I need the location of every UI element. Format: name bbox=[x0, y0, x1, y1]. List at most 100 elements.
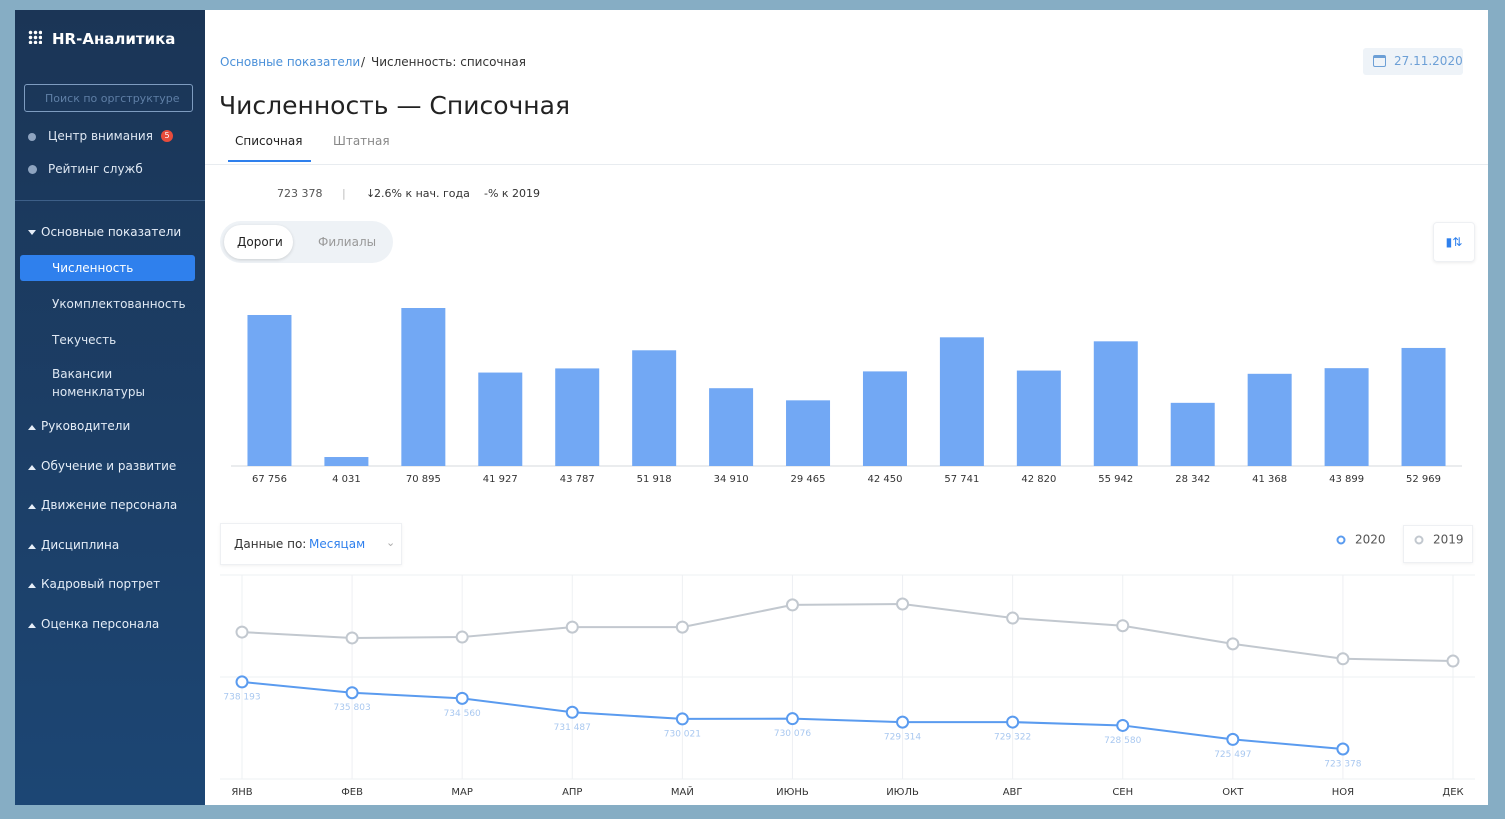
point bbox=[455, 630, 469, 644]
chart-type-button[interactable]: ▮⇅ bbox=[1433, 222, 1475, 262]
stat: 2.6% к нач. года bbox=[374, 187, 470, 200]
x-tick-label: МАЙ bbox=[671, 785, 694, 798]
menu-group[interactable]: Дисциплина bbox=[27, 538, 120, 552]
tab[interactable]: Штатная bbox=[333, 134, 390, 148]
active-item-bg bbox=[20, 255, 195, 281]
menu-subitem[interactable]: Текучесть bbox=[52, 333, 117, 347]
value-label: 52 969 bbox=[1406, 474, 1441, 485]
menu-group[interactable]: Оценка персонала bbox=[27, 617, 160, 631]
bar bbox=[1324, 368, 1369, 466]
tab-underline bbox=[228, 160, 311, 162]
x-tick-label: АПР bbox=[562, 787, 582, 798]
point bbox=[785, 712, 799, 726]
toggle: Дороги Филиалы bbox=[220, 221, 393, 263]
bar bbox=[862, 371, 907, 466]
bar bbox=[1247, 373, 1292, 466]
point bbox=[235, 675, 249, 689]
bar bbox=[1401, 347, 1446, 466]
calendar-icon bbox=[1373, 55, 1386, 67]
legend-box bbox=[1403, 525, 1473, 563]
menu-group[interactable]: Обучение и развитие bbox=[27, 459, 177, 473]
value-label: 34 910 bbox=[714, 474, 749, 485]
legend-marker bbox=[1336, 535, 1346, 545]
search-placeholder: Поиск по оргструктуре bbox=[45, 92, 180, 105]
chevron: ⌄ bbox=[386, 536, 396, 549]
point bbox=[1336, 742, 1350, 756]
menu-group[interactable]: Движение персонала bbox=[27, 498, 178, 512]
value-label: 723 378 bbox=[1324, 760, 1361, 770]
badge: 5 bbox=[161, 130, 173, 142]
filter-dropdown[interactable]: Данные по: Месяцам ⌄ bbox=[220, 523, 402, 565]
value-label: 730 021 bbox=[664, 729, 701, 739]
tab[interactable]: Списочная bbox=[235, 134, 303, 148]
legend-label: 2019 bbox=[1433, 533, 1464, 547]
value-label: 725 497 bbox=[1214, 750, 1251, 760]
point bbox=[1446, 654, 1460, 668]
breadcrumb-link[interactable]: Основные показатели bbox=[220, 55, 361, 69]
point bbox=[675, 712, 689, 726]
toggle-option[interactable]: Филиалы bbox=[318, 235, 377, 249]
value-label: 29 465 bbox=[791, 474, 826, 485]
toggle-active bbox=[224, 225, 293, 259]
point bbox=[455, 691, 469, 705]
date: 27.11.2020 bbox=[1394, 54, 1463, 68]
x-tick-label: СЕН bbox=[1112, 787, 1133, 798]
bar bbox=[786, 400, 831, 466]
value-label: 70 895 bbox=[406, 474, 441, 485]
legend-marker bbox=[1414, 535, 1424, 545]
legend-label: 2020 bbox=[1355, 533, 1386, 547]
x-tick-label: ОКТ bbox=[1222, 787, 1244, 798]
menu-group[interactable]: Руководители bbox=[27, 419, 131, 433]
stat-sep: | bbox=[342, 187, 346, 200]
x-tick-label: ДЕК bbox=[1442, 787, 1463, 798]
point bbox=[235, 625, 249, 639]
value-label: 738 193 bbox=[223, 692, 260, 702]
menu-group[interactable]: Кадровый портрет bbox=[27, 577, 161, 591]
point bbox=[565, 705, 579, 719]
series-line bbox=[241, 602, 1454, 663]
value-label: 42 820 bbox=[1021, 474, 1056, 485]
menu-subitem[interactable]: Укомплектованность bbox=[52, 297, 186, 311]
value-label: 728 580 bbox=[1104, 736, 1141, 746]
bar bbox=[1170, 402, 1215, 466]
menu-group[interactable]: Основные показатели bbox=[27, 225, 182, 239]
point bbox=[565, 620, 579, 634]
point bbox=[1006, 611, 1020, 625]
x-tick-label: ИЮНЬ bbox=[776, 787, 809, 798]
x-tick-label: ФЕВ bbox=[341, 787, 363, 798]
toggle-option[interactable]: Дороги bbox=[237, 235, 283, 249]
point bbox=[785, 598, 799, 612]
sidebar: HR-Аналитика Поиск по оргструктуре Центр… bbox=[15, 10, 205, 805]
menu-item[interactable]: Центр внимания bbox=[48, 129, 153, 143]
value-label: 731 487 bbox=[554, 723, 591, 733]
apps-icon[interactable] bbox=[28, 30, 42, 44]
value-label: 729 322 bbox=[994, 733, 1031, 743]
bar bbox=[1093, 341, 1138, 466]
value-label: 41 368 bbox=[1252, 474, 1287, 485]
point bbox=[1226, 732, 1240, 746]
divider bbox=[205, 164, 1488, 165]
x-tick-label: АВГ bbox=[1003, 787, 1023, 798]
bar bbox=[1016, 370, 1061, 466]
menu-subitem[interactable]: Вакансии номенклатуры bbox=[52, 367, 145, 399]
value-label: 57 741 bbox=[944, 474, 979, 485]
date-picker[interactable]: 27.11.2020 bbox=[1363, 48, 1463, 75]
stat: -% к 2019 bbox=[484, 187, 541, 200]
point bbox=[345, 686, 359, 700]
point bbox=[345, 631, 359, 645]
value-label: 55 942 bbox=[1098, 474, 1133, 485]
value-label: 51 918 bbox=[637, 474, 672, 485]
menu-item[interactable]: Рейтинг служб bbox=[48, 162, 143, 176]
app-title: HR-Аналитика bbox=[52, 30, 176, 48]
menu-subitem[interactable]: Численность bbox=[52, 261, 134, 275]
search-box[interactable]: Поиск по оргструктуре bbox=[24, 84, 193, 112]
stat: 723 378 bbox=[277, 187, 323, 200]
value-label: 67 756 bbox=[252, 474, 287, 485]
bar bbox=[939, 337, 984, 466]
arrow-icon: ↓ bbox=[366, 187, 376, 200]
x-tick-label: НОЯ bbox=[1332, 787, 1354, 798]
point bbox=[896, 715, 910, 729]
point bbox=[1116, 718, 1130, 732]
icon bbox=[28, 133, 36, 141]
